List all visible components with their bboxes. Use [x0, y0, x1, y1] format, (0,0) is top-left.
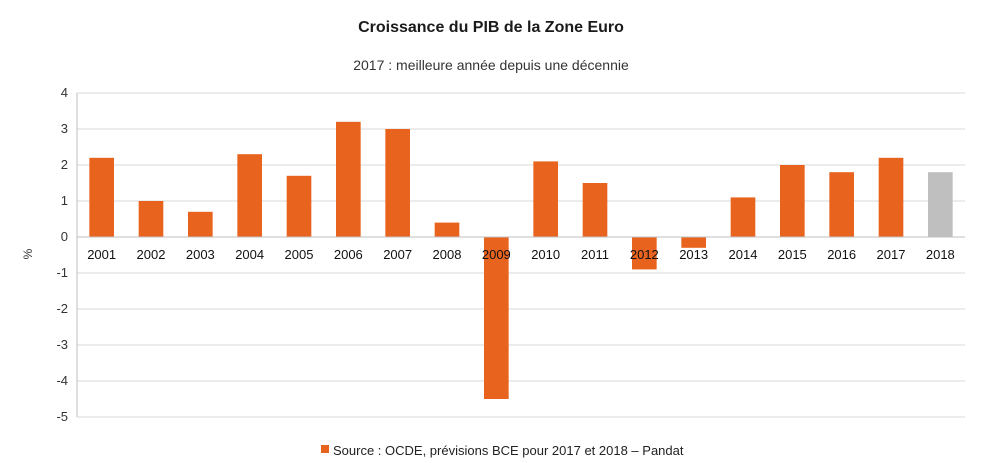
x-tick-label: 2012: [630, 247, 659, 262]
bar-2013: [681, 237, 706, 248]
x-tick-label: 2014: [729, 247, 758, 262]
legend: Source : OCDE, prévisions BCE pour 2017 …: [321, 443, 684, 458]
bar-2011: [582, 183, 608, 237]
bar-2007: [385, 129, 410, 237]
x-axis-categories: 2001 2002 2003 2004 2005 2006 2007 2008 2009 2010…: [87, 247, 955, 262]
chart-title: Croissance du PIB de la Zone Euro: [358, 19, 624, 36]
bar-2001: [89, 157, 114, 237]
y-tick-label: -1: [56, 265, 68, 280]
y-tick-label: 2: [61, 157, 68, 172]
y-axis-ticks: -5 -4 -3 -2 -1 0 1 2 3 4: [56, 85, 68, 424]
x-tick-label: 2013: [679, 247, 708, 262]
x-tick-label: 2017: [877, 247, 906, 262]
x-tick-label: 2004: [235, 247, 264, 262]
y-tick-label: -3: [56, 337, 68, 352]
legend-swatch: [321, 445, 329, 453]
x-tick-label: 2008: [433, 247, 462, 262]
x-tick-label: 2003: [186, 247, 215, 262]
x-tick-label: 2015: [778, 247, 807, 262]
y-axis-label: %: [21, 248, 35, 259]
bar-2012: [632, 237, 657, 270]
bars: [89, 121, 953, 399]
x-tick-label: 2001: [87, 247, 116, 262]
x-tick-label: 2002: [137, 247, 166, 262]
bar-2004: [237, 154, 262, 237]
bar-2018: [928, 172, 953, 237]
bar-2008: [434, 222, 460, 237]
x-tick-label: 2009: [482, 247, 511, 262]
y-tick-label: 0: [61, 229, 68, 244]
y-tick-label: -5: [56, 409, 68, 424]
bar-2014: [730, 197, 756, 237]
bar-2010: [533, 161, 558, 237]
x-tick-label: 2006: [334, 247, 363, 262]
chart-subtitle: 2017 : meilleure année depuis une décenn…: [353, 57, 629, 73]
y-tick-label: -4: [56, 373, 68, 388]
y-tick-label: 4: [61, 85, 68, 100]
bar-2002: [138, 201, 164, 237]
bar-2016: [829, 172, 854, 237]
bar-2015: [780, 165, 805, 237]
x-tick-label: 2010: [531, 247, 560, 262]
y-tick-label: 3: [61, 121, 68, 136]
y-tick-label: -2: [56, 301, 68, 316]
x-tick-label: 2005: [285, 247, 314, 262]
bar-2017: [878, 157, 904, 237]
x-tick-label: 2018: [926, 247, 955, 262]
legend-label: Source : OCDE, prévisions BCE pour 2017 …: [333, 443, 684, 458]
bar-2009: [484, 237, 509, 399]
bar-2005: [286, 175, 312, 237]
x-tick-label: 2016: [827, 247, 856, 262]
x-tick-label: 2011: [581, 247, 609, 262]
y-tick-label: 1: [61, 193, 68, 208]
bar-2006: [336, 121, 361, 237]
bar-2003: [188, 211, 213, 237]
x-tick-label: 2007: [383, 247, 412, 262]
